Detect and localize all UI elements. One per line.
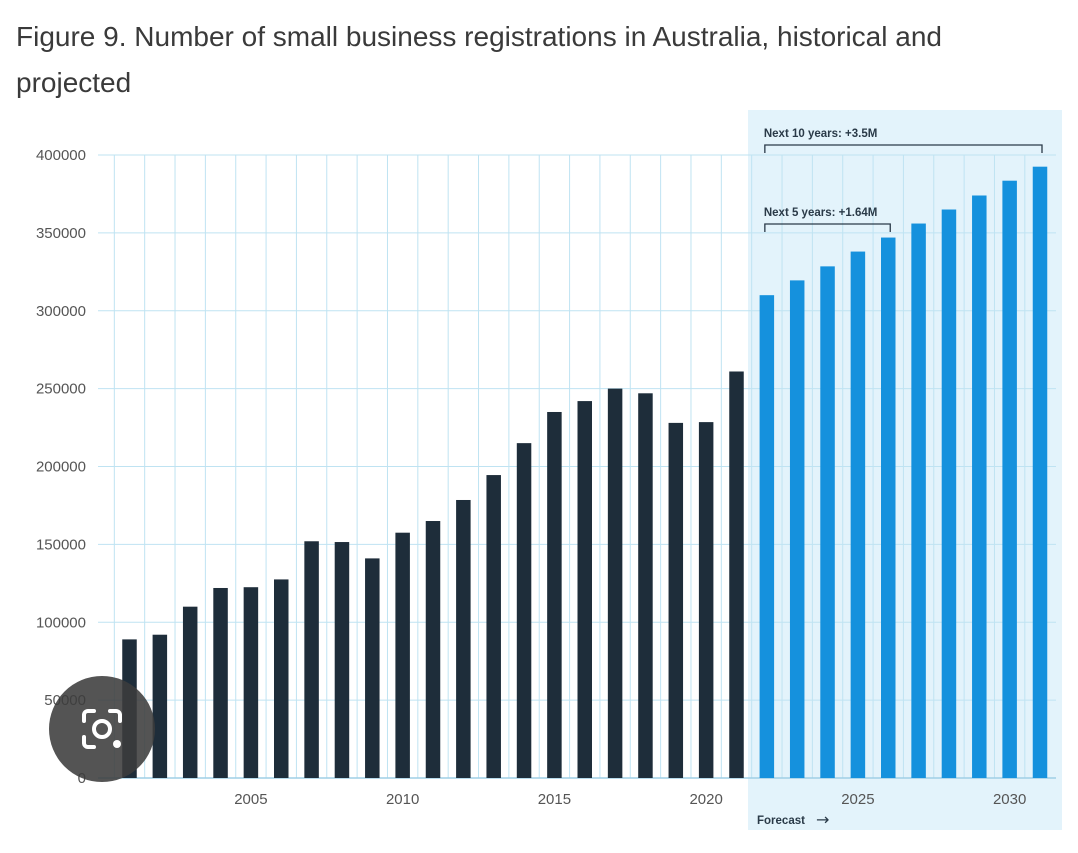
bars xyxy=(122,166,1048,779)
y-tick-label: 350000 xyxy=(36,225,86,242)
historical-bar-2009 xyxy=(365,558,380,778)
forecast-bar-2023 xyxy=(789,280,805,778)
x-tick-label: 2030 xyxy=(993,791,1026,808)
historical-bar-2013 xyxy=(486,475,501,778)
annotation-bracket xyxy=(764,144,1043,153)
historical-bar-2007 xyxy=(304,541,319,778)
x-tick-label: 2020 xyxy=(689,791,722,808)
historical-bar-2002 xyxy=(152,634,168,778)
forecast-bar-2030 xyxy=(1002,180,1017,779)
y-tick-label: 400000 xyxy=(36,147,86,164)
forecast-bar-2027 xyxy=(911,223,926,778)
historical-bar-2003 xyxy=(182,606,198,778)
forecast-arrow-icon: → xyxy=(816,810,829,829)
historical-bar-2019 xyxy=(668,422,684,778)
historical-bar-2010 xyxy=(395,532,410,778)
x-axis: 2005 2010 2015 2020 2025 2030 xyxy=(234,791,1026,808)
camera-search-button[interactable] xyxy=(49,676,155,782)
y-tick-label: 250000 xyxy=(36,381,86,398)
annotation-label: Next 5 years: +1.64M xyxy=(764,207,877,219)
x-tick-label: 2015 xyxy=(538,791,571,808)
y-tick-label: 0 xyxy=(78,770,86,787)
historical-bar-2014 xyxy=(516,443,532,778)
historical-bar-2011 xyxy=(425,521,441,778)
chart-title: Figure 9. Number of small business regis… xyxy=(16,21,942,98)
y-tick-label: 100000 xyxy=(36,614,86,631)
historical-bar-2004 xyxy=(213,587,228,778)
historical-bar-2006 xyxy=(274,579,289,778)
x-tick-label: 2010 xyxy=(386,791,419,808)
y-tick-label: 300000 xyxy=(36,303,86,320)
forecast-bar-2028 xyxy=(941,209,957,778)
forecast-bar-2031 xyxy=(1032,166,1048,778)
historical-bar-2008 xyxy=(334,542,350,778)
forecast-bar-2025 xyxy=(850,251,866,778)
forecast-bar-2024 xyxy=(820,266,835,778)
historical-bar-2012 xyxy=(456,499,471,778)
forecast-label-text: Forecast xyxy=(757,815,805,827)
annotations: Next 10 years: +3.5M Next 5 years: +1.64M xyxy=(764,128,1043,232)
annotation-bracket xyxy=(764,223,891,232)
x-tick-label: 2025 xyxy=(841,791,874,808)
historical-bar-2015 xyxy=(547,411,562,778)
historical-bar-2021 xyxy=(729,371,744,778)
forecast-bar-2029 xyxy=(972,195,987,778)
historical-bar-2017 xyxy=(607,388,623,778)
forecast-bar-2026 xyxy=(881,237,896,779)
y-tick-label: 150000 xyxy=(36,536,86,553)
historical-bar-2005 xyxy=(243,587,259,778)
historical-bar-2020 xyxy=(698,422,714,778)
historical-bar-2016 xyxy=(577,401,592,778)
historical-bar-2018 xyxy=(638,393,653,778)
x-tick-label: 2005 xyxy=(234,791,267,808)
forecast-bar-2022 xyxy=(759,295,775,778)
camera-search-icon xyxy=(82,709,122,749)
annotation-label: Next 10 years: +3.5M xyxy=(764,128,877,140)
forecast-label: Forecast → xyxy=(757,810,829,829)
y-tick-label: 200000 xyxy=(36,459,86,476)
